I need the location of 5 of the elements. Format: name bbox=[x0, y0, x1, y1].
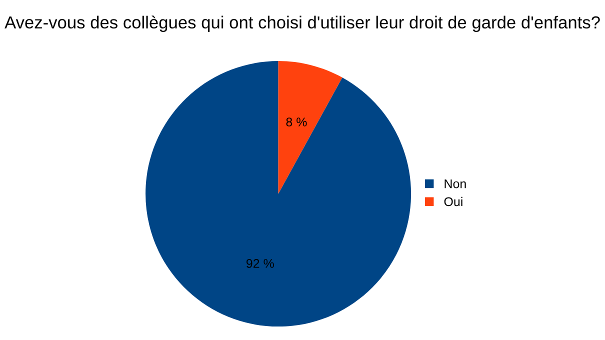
data-label: 92 % bbox=[246, 259, 274, 268]
chart-title: Avez-vous des collègues qui ont choisi d'utiliser leur droit de garde d'enfants? bbox=[4, 16, 600, 32]
legend-label: Oui bbox=[444, 196, 462, 206]
data-label: 8 % bbox=[286, 118, 307, 126]
legend-label: Non bbox=[444, 179, 466, 188]
